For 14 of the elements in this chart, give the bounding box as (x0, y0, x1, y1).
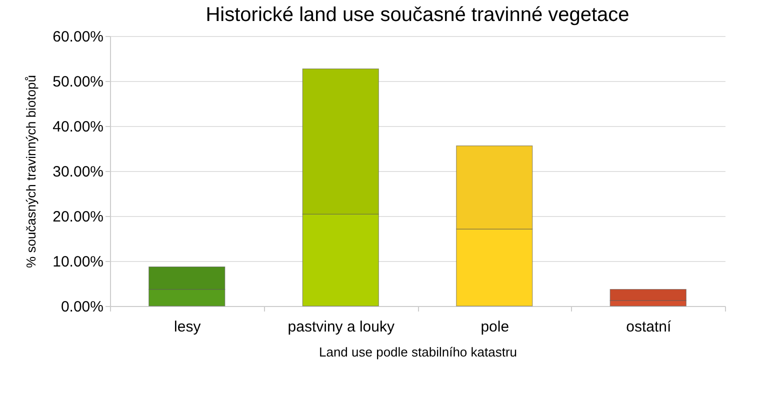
x-tick-label: lesy (174, 318, 202, 336)
y-tick-label: 30.00% (52, 164, 104, 180)
y-tick-label: 50.00% (52, 74, 104, 90)
y-tick-label: 20.00% (52, 208, 104, 226)
y-axis-title: % současných travinných biotopů (24, 75, 39, 268)
y-tick-label: 60.00% (52, 28, 104, 46)
y-tick-label: 0.00% (60, 298, 104, 316)
x-tick-label: ostatní (626, 318, 672, 336)
chart-title: Historické land use současné travinné vegetace (206, 4, 630, 26)
y-tick-label: 10.00% (52, 254, 104, 270)
x-tick-label: pole (480, 318, 510, 336)
y-tick-label: 40.00% (52, 118, 104, 136)
x-axis-title: Land use podle stabilního katastru (318, 344, 518, 360)
x-tick-label: pastviny a louky (288, 318, 395, 336)
